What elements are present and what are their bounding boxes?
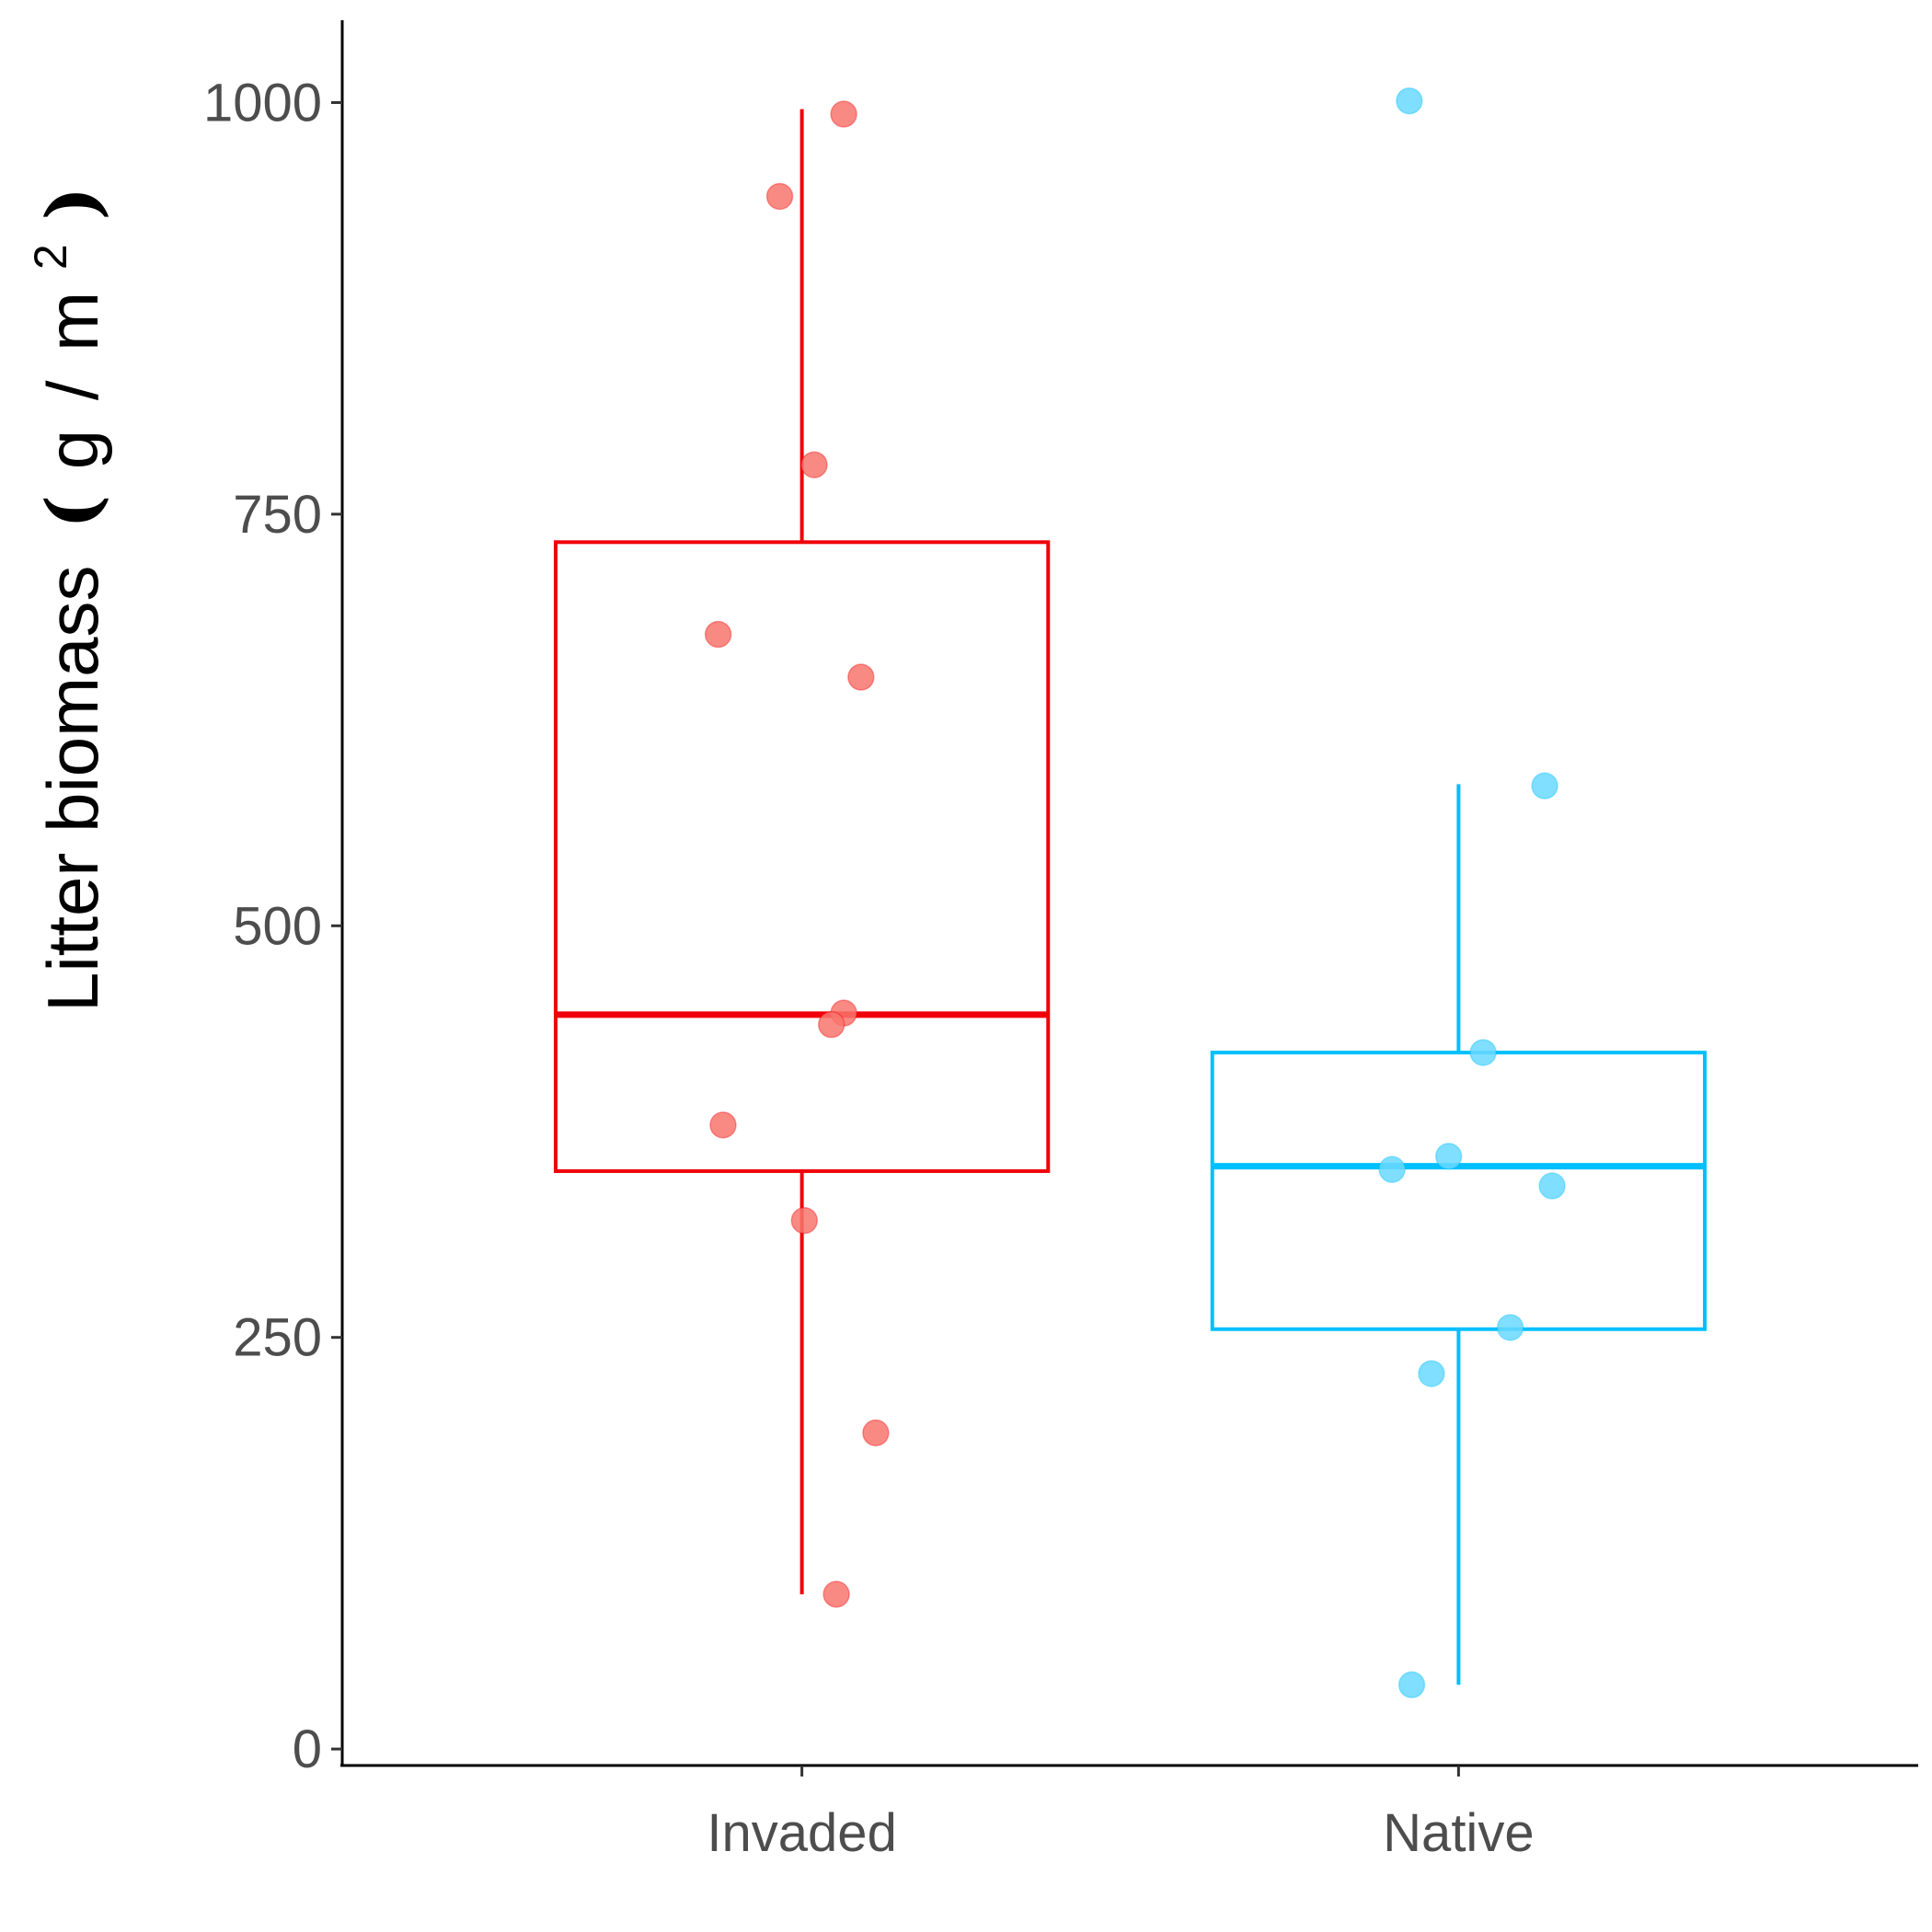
y-axis-title-slash: / bbox=[32, 380, 113, 400]
box-iqr bbox=[1210, 1051, 1708, 1331]
data-point bbox=[790, 1206, 819, 1235]
box-group-invaded bbox=[553, 100, 1051, 1608]
box-iqr bbox=[553, 540, 1051, 1173]
data-point bbox=[1538, 1172, 1566, 1200]
y-ticks: 0 250 500 750 1000 bbox=[203, 73, 342, 1779]
axes: 0 250 500 750 1000 Invaded Native bbox=[203, 20, 1918, 1863]
x-tick-label: Native bbox=[1383, 1803, 1534, 1863]
y-tick-label: 1000 bbox=[203, 73, 322, 132]
x-ticks: Invaded Native bbox=[707, 1765, 1535, 1863]
y-axis-title-unit-g: g bbox=[32, 430, 113, 469]
data-point bbox=[765, 182, 794, 211]
y-axis-title-main: Litter biomass bbox=[32, 565, 113, 1012]
data-point bbox=[847, 663, 875, 691]
data-point bbox=[1397, 1671, 1426, 1699]
y-axis-title-open-paren: ( bbox=[31, 495, 115, 529]
data-point bbox=[704, 620, 732, 649]
y-tick-label: 750 bbox=[233, 485, 322, 545]
data-point bbox=[1378, 1156, 1406, 1183]
y-tick-label: 500 bbox=[233, 896, 322, 956]
data-point bbox=[830, 100, 857, 128]
y-axis-title-unit-m: m bbox=[32, 292, 113, 351]
data-point bbox=[800, 451, 828, 478]
box-group-native bbox=[1210, 86, 1708, 1699]
data-point bbox=[1396, 86, 1423, 115]
data-point bbox=[1469, 1039, 1497, 1066]
data-point bbox=[817, 1010, 845, 1039]
y-axis-title-close-paren: ) bbox=[31, 187, 115, 221]
plot-area bbox=[553, 86, 1708, 1699]
data-point bbox=[709, 1111, 737, 1139]
data-point bbox=[1496, 1314, 1524, 1341]
y-axis-title-exponent: 2 bbox=[25, 244, 76, 270]
data-point bbox=[1418, 1360, 1445, 1387]
y-axis-title: Litter biomass ( g / m 2 ) bbox=[1, 187, 115, 1012]
y-tick-label: 250 bbox=[233, 1308, 322, 1368]
data-point bbox=[822, 1581, 850, 1608]
y-tick-label: 0 bbox=[293, 1719, 322, 1779]
x-tick-label: Invaded bbox=[707, 1803, 896, 1863]
data-point bbox=[1531, 772, 1558, 799]
data-point bbox=[1434, 1143, 1463, 1170]
data-point bbox=[862, 1419, 890, 1447]
